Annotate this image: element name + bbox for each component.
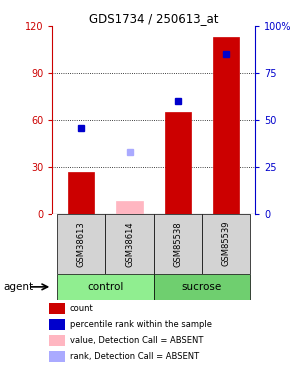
Text: rank, Detection Call = ABSENT: rank, Detection Call = ABSENT <box>70 352 199 361</box>
Bar <box>57 214 105 274</box>
Text: agent: agent <box>3 282 33 292</box>
Text: control: control <box>87 282 124 292</box>
Bar <box>154 274 250 300</box>
Text: count: count <box>70 304 93 313</box>
Bar <box>57 274 154 300</box>
Text: GSM38614: GSM38614 <box>125 221 134 267</box>
Bar <box>213 37 240 214</box>
Text: GSM85539: GSM85539 <box>222 221 231 267</box>
Title: GDS1734 / 250613_at: GDS1734 / 250613_at <box>89 12 218 25</box>
Text: GSM38613: GSM38613 <box>77 221 86 267</box>
Text: value, Detection Call = ABSENT: value, Detection Call = ABSENT <box>70 336 203 345</box>
Text: sucrose: sucrose <box>182 282 222 292</box>
Bar <box>68 172 95 214</box>
Bar <box>165 112 191 214</box>
Bar <box>105 214 154 274</box>
Bar <box>154 214 202 274</box>
Text: percentile rank within the sample: percentile rank within the sample <box>70 320 212 329</box>
Bar <box>202 214 250 274</box>
Text: GSM85538: GSM85538 <box>173 221 182 267</box>
Bar <box>116 201 143 214</box>
